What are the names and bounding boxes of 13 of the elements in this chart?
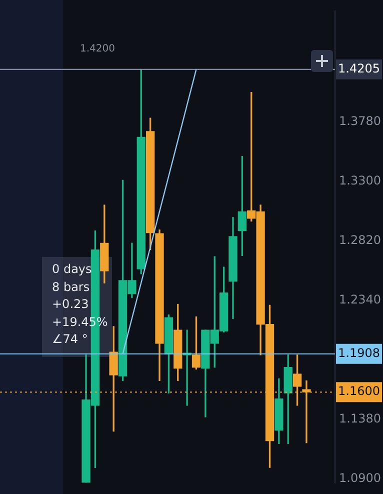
y-tick-label: 1.3300 — [339, 174, 381, 188]
ref-line-label: 1.1908 — [338, 346, 380, 360]
ref-line-label: 1.4205 — [338, 61, 380, 76]
y-tick-label: 1.2340 — [339, 292, 381, 307]
y-tick-label: 1.0900 — [339, 470, 381, 485]
y-tick-label: 1.2820 — [339, 233, 381, 248]
y-tick-label: 1.3780 — [339, 114, 381, 128]
ref-line-label: 1.1600 — [338, 384, 380, 398]
annotation: ∠74 ° — [52, 331, 89, 348]
y-tick-label: 1.1380 — [339, 411, 381, 426]
annotation: 8 bars — [52, 278, 91, 296]
annotation: 1.4200 — [80, 44, 115, 55]
annotation: +0.23 — [52, 296, 90, 313]
